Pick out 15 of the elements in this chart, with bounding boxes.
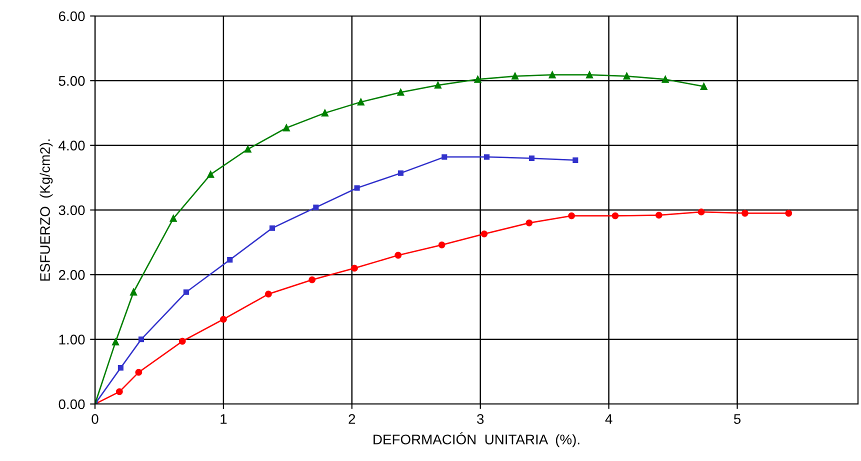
x-axis-title: DEFORMACIÓN UNITARIA (%). [374, 432, 580, 448]
y-tick-label: 2.00 [58, 270, 85, 280]
y-tick-label: 0.00 [58, 399, 85, 410]
y-tick-label: 6.00 [58, 11, 85, 22]
x-tick-label: 5 [734, 414, 741, 424]
y-tick-label: 5.00 [58, 76, 85, 86]
x-tick-label: 4 [605, 414, 612, 424]
y-axis-title: ESFUERZO (Kg/cm2). [40, 140, 53, 281]
y-tick-label: 4.00 [58, 140, 85, 151]
x-tick-label: 2 [348, 414, 356, 424]
x-tick-label: 3 [477, 414, 484, 424]
x-tick-label: 0 [92, 414, 98, 424]
y-tick-label: 1.00 [59, 334, 85, 345]
x-tick-label: 1 [220, 414, 227, 424]
y-tick-label: 3.00 [58, 205, 85, 216]
